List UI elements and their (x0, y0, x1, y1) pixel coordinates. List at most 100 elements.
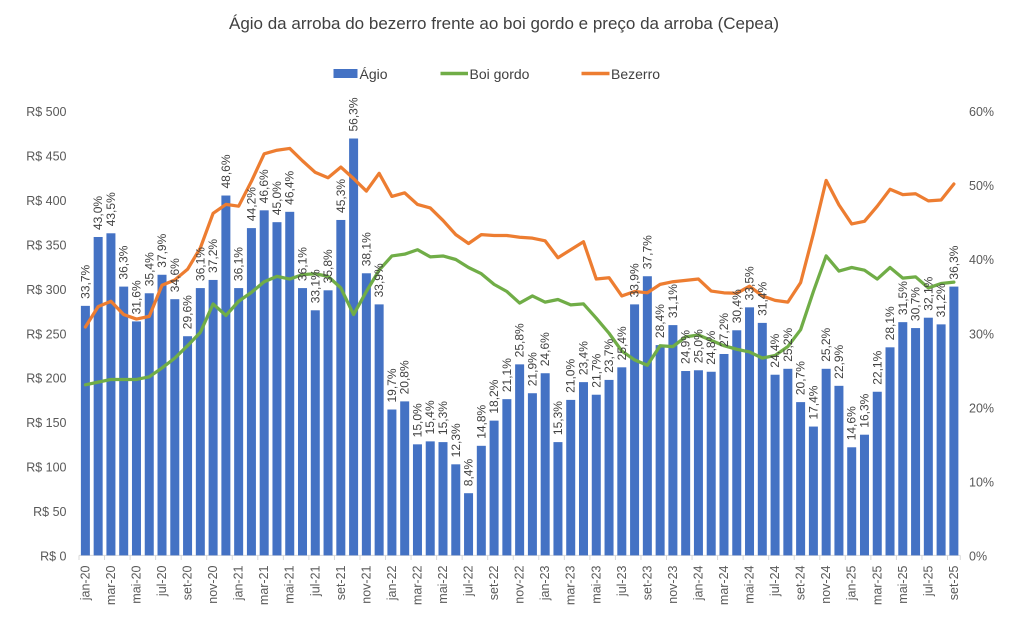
svg-text:31,4%: 31,4% (755, 282, 769, 316)
svg-text:24,8%: 24,8% (704, 330, 718, 364)
svg-text:jul-24: jul-24 (768, 565, 782, 597)
svg-text:jul-20: jul-20 (155, 565, 169, 597)
svg-text:33,9%: 33,9% (372, 263, 386, 297)
svg-text:37,7%: 37,7% (640, 235, 654, 269)
svg-text:R$ 0: R$ 0 (40, 549, 66, 563)
svg-text:31,6%: 31,6% (129, 280, 143, 314)
svg-text:46,4%: 46,4% (283, 170, 297, 204)
svg-text:15,4%: 15,4% (423, 400, 437, 434)
svg-text:44,2%: 44,2% (244, 187, 258, 221)
svg-text:21,0%: 21,0% (564, 359, 578, 393)
svg-text:nov-21: nov-21 (359, 565, 373, 603)
svg-text:30%: 30% (969, 327, 994, 341)
svg-text:31,5%: 31,5% (896, 281, 910, 315)
svg-text:24,6%: 24,6% (538, 332, 552, 366)
svg-text:20,8%: 20,8% (398, 360, 412, 394)
svg-text:21,1%: 21,1% (500, 358, 514, 392)
svg-text:Ágio da arroba do bezerro fren: Ágio da arroba do bezerro frente ao boi … (229, 14, 779, 33)
svg-text:33,1%: 33,1% (308, 269, 322, 303)
svg-text:R$ 200: R$ 200 (26, 372, 66, 386)
svg-text:21,7%: 21,7% (589, 353, 603, 387)
svg-text:15,0%: 15,0% (410, 403, 424, 437)
svg-text:16,3%: 16,3% (857, 393, 871, 427)
svg-text:40%: 40% (969, 253, 994, 267)
svg-text:32,1%: 32,1% (921, 276, 935, 310)
svg-text:36,3%: 36,3% (947, 245, 961, 279)
svg-text:15,3%: 15,3% (436, 401, 450, 435)
svg-text:14,8%: 14,8% (474, 404, 488, 438)
svg-text:24,9%: 24,9% (679, 330, 693, 364)
svg-text:31,1%: 31,1% (666, 284, 680, 318)
svg-text:28,4%: 28,4% (653, 304, 667, 338)
svg-text:60%: 60% (969, 105, 994, 119)
svg-text:18,2%: 18,2% (487, 379, 501, 413)
svg-text:25,4%: 25,4% (615, 326, 629, 360)
svg-text:R$ 350: R$ 350 (26, 238, 66, 252)
svg-text:mai-22: mai-22 (436, 565, 450, 603)
svg-text:28,1%: 28,1% (883, 306, 897, 340)
svg-text:nov-22: nov-22 (513, 565, 527, 603)
svg-text:set-23: set-23 (640, 565, 654, 600)
svg-text:24,4%: 24,4% (768, 333, 782, 367)
svg-text:jul-23: jul-23 (615, 565, 629, 597)
svg-text:R$ 150: R$ 150 (26, 416, 66, 430)
svg-text:30,4%: 30,4% (730, 289, 744, 323)
svg-text:45,3%: 45,3% (334, 179, 348, 213)
svg-text:mai-23: mai-23 (589, 565, 603, 603)
svg-text:10%: 10% (969, 475, 994, 489)
svg-text:jan-21: jan-21 (232, 565, 246, 601)
svg-text:R$ 100: R$ 100 (26, 461, 66, 475)
svg-text:jan-23: jan-23 (538, 565, 552, 601)
svg-text:25,2%: 25,2% (781, 327, 795, 361)
svg-text:19,7%: 19,7% (385, 368, 399, 402)
svg-text:50%: 50% (969, 179, 994, 193)
svg-text:nov-23: nov-23 (666, 565, 680, 603)
svg-text:set-25: set-25 (947, 565, 961, 600)
svg-text:set-21: set-21 (334, 565, 348, 600)
svg-text:set-20: set-20 (181, 565, 195, 600)
svg-text:27,2%: 27,2% (717, 313, 731, 347)
svg-text:25,8%: 25,8% (513, 323, 527, 357)
svg-text:15,3%: 15,3% (551, 401, 565, 435)
svg-text:20%: 20% (969, 401, 994, 415)
svg-text:mar-21: mar-21 (257, 565, 271, 605)
svg-text:mar-25: mar-25 (870, 565, 884, 605)
svg-text:R$ 400: R$ 400 (26, 194, 66, 208)
svg-text:R$ 50: R$ 50 (33, 505, 66, 519)
svg-text:35,8%: 35,8% (321, 249, 335, 283)
svg-text:38,1%: 38,1% (359, 232, 373, 266)
svg-text:36,1%: 36,1% (296, 247, 310, 281)
svg-text:23,7%: 23,7% (602, 339, 616, 373)
svg-text:33,9%: 33,9% (628, 263, 642, 297)
svg-text:37,9%: 37,9% (155, 233, 169, 267)
svg-text:43,0%: 43,0% (91, 196, 105, 230)
svg-text:12,3%: 12,3% (449, 423, 463, 457)
svg-text:33,5%: 33,5% (743, 266, 757, 300)
svg-text:22,1%: 22,1% (870, 350, 884, 384)
svg-text:nov-20: nov-20 (206, 565, 220, 603)
svg-text:30,7%: 30,7% (909, 287, 923, 321)
svg-text:mai-25: mai-25 (896, 565, 910, 603)
svg-text:56,3%: 56,3% (347, 97, 361, 131)
svg-text:mai-21: mai-21 (283, 565, 297, 603)
svg-text:34,6%: 34,6% (168, 258, 182, 292)
svg-text:35,4%: 35,4% (142, 252, 156, 286)
svg-text:jul-22: jul-22 (462, 565, 476, 597)
svg-text:set-24: set-24 (794, 565, 808, 600)
svg-text:R$ 250: R$ 250 (26, 327, 66, 341)
svg-text:48,6%: 48,6% (219, 154, 233, 188)
svg-text:mai-24: mai-24 (743, 565, 757, 603)
svg-text:21,9%: 21,9% (525, 352, 539, 386)
svg-text:36,3%: 36,3% (117, 245, 131, 279)
svg-text:R$ 450: R$ 450 (26, 150, 66, 164)
svg-text:17,4%: 17,4% (806, 385, 820, 419)
svg-text:mar-22: mar-22 (410, 565, 424, 605)
svg-text:mai-20: mai-20 (129, 565, 143, 603)
svg-text:set-22: set-22 (487, 565, 501, 600)
svg-text:mar-20: mar-20 (104, 565, 118, 605)
svg-text:R$ 500: R$ 500 (26, 105, 66, 119)
svg-text:25,0%: 25,0% (691, 329, 705, 363)
svg-text:jul-25: jul-25 (921, 565, 935, 597)
svg-text:mar-24: mar-24 (717, 565, 731, 605)
svg-text:jan-24: jan-24 (691, 565, 705, 601)
